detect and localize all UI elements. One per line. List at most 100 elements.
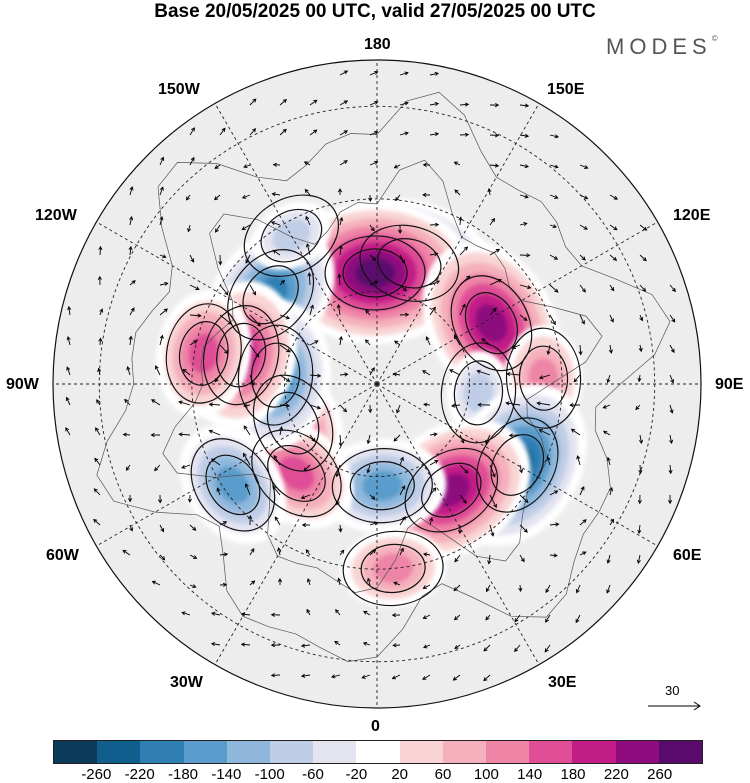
wind-arrow [511, 344, 521, 349]
wind-arrow [519, 133, 530, 138]
wind-arrow [638, 344, 643, 353]
wind-arrow [538, 429, 551, 436]
colorbar-bin-3 [183, 741, 227, 763]
wind-arrow [429, 432, 438, 437]
wind-arrow [122, 432, 131, 437]
wind-arrow [538, 374, 551, 380]
wind-arrow [216, 487, 221, 496]
wind-arrow [457, 524, 462, 535]
wind-arrow [240, 642, 251, 647]
colorbar-bin-9 [442, 741, 487, 763]
wind-arrow [305, 215, 311, 226]
wind-arrow [67, 305, 72, 316]
wind-arrow [369, 160, 379, 166]
wind-arrow [549, 284, 559, 293]
height-contour [453, 360, 504, 426]
colorbar-tick-label: 20 [391, 766, 408, 783]
wind-arrow [393, 164, 401, 169]
wind-arrow [476, 369, 491, 376]
wind-arrow [669, 374, 675, 384]
wind-arrow [519, 524, 528, 533]
wind-arrow [159, 554, 166, 561]
wind-arrow [459, 303, 466, 316]
wind-arrow [669, 344, 675, 354]
wind-arrow [93, 488, 101, 496]
wind-arrow [454, 554, 461, 563]
lon-label-60w: 60W [46, 547, 79, 564]
wind-arrow [309, 304, 314, 316]
wind-arrow [636, 554, 641, 565]
wind-arrow [244, 483, 251, 496]
wind-arrow [219, 284, 229, 296]
height-contour [251, 429, 342, 518]
anomaly-band [463, 372, 494, 413]
wind-arrow [369, 130, 379, 136]
wind-arrow [65, 396, 71, 406]
colorbar-bin-14 [658, 741, 703, 763]
wind-arrow [182, 368, 191, 376]
wind-arrow [279, 98, 287, 106]
wind-arrow [606, 554, 611, 564]
wind-arrow [366, 464, 371, 474]
wind-arrow [489, 163, 500, 168]
colorbar-tick-label: 140 [517, 766, 543, 783]
wind-arrow [304, 188, 311, 196]
wind-arrow [270, 612, 281, 617]
wind-arrow [279, 279, 285, 286]
wind-arrow [99, 308, 104, 316]
wind-arrow [637, 374, 642, 383]
wind-arrow [519, 494, 529, 504]
wind-arrow [214, 194, 221, 201]
wind-arrow [249, 128, 257, 136]
wind-arrow [549, 553, 558, 558]
colorbar-bin-10 [486, 741, 530, 763]
wind-arrow [452, 674, 461, 681]
wind-arrow [549, 314, 556, 326]
brand-mark: © [711, 34, 718, 43]
wind-arrow [489, 307, 497, 316]
wind-arrow [338, 244, 343, 256]
wind-arrow [399, 71, 409, 76]
height-contour [267, 444, 326, 502]
wind-arrow [579, 194, 589, 200]
vector-scale-label: 30 [665, 683, 680, 698]
wind-arrow [579, 551, 587, 556]
wind-arrow [189, 584, 197, 589]
wind-arrow [129, 524, 134, 532]
lon-label-30e: 30E [548, 674, 577, 691]
wind-arrow [459, 246, 469, 256]
colorbar-bin-0 [54, 741, 98, 763]
colorbar-bin-1 [97, 741, 141, 763]
wind-arrow [189, 284, 200, 290]
height-contour [342, 530, 444, 607]
wind-arrow [210, 611, 221, 616]
wind-arrow [309, 340, 319, 346]
lon-label-0: 0 [371, 718, 380, 735]
wind-arrow [219, 552, 229, 557]
wind-arrow [241, 194, 251, 199]
height-contour [404, 447, 499, 533]
height-contour [342, 248, 408, 298]
wind-arrow [339, 100, 349, 106]
wind-arrow [248, 514, 253, 526]
wind-arrow [218, 254, 223, 266]
height-contour [377, 238, 442, 289]
wind-arrow [485, 614, 491, 621]
wind-arrow [669, 404, 674, 414]
wind-arrow [241, 224, 251, 230]
wind-arrow [459, 275, 471, 286]
wind-arrow [429, 71, 440, 76]
wind-arrow [187, 224, 192, 233]
latitude-circle [191, 198, 563, 570]
wind-arrow [395, 194, 401, 202]
anomaly-band [355, 257, 396, 288]
wind-arrow [219, 127, 226, 136]
wind-arrow [189, 313, 202, 318]
wind-arrow [208, 402, 221, 407]
colorbar-bin-4 [226, 741, 271, 763]
wind-arrow [602, 404, 611, 409]
height-contour [349, 461, 415, 511]
wind-arrow [272, 485, 281, 496]
wind-arrow [399, 284, 407, 292]
height-contour [237, 324, 314, 426]
